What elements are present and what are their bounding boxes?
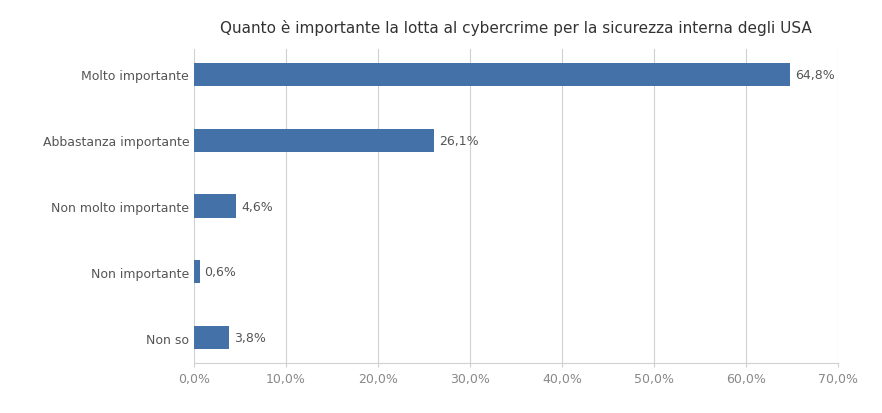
Text: 3,8%: 3,8% bbox=[234, 331, 265, 344]
Bar bbox=[194, 261, 199, 284]
Text: 26,1%: 26,1% bbox=[438, 134, 478, 147]
Text: 0,6%: 0,6% bbox=[204, 266, 236, 279]
Bar bbox=[194, 195, 236, 218]
Text: 64,8%: 64,8% bbox=[795, 69, 834, 82]
Bar bbox=[194, 64, 790, 87]
Bar bbox=[194, 326, 229, 349]
Title: Quanto è importante la lotta al cybercrime per la sicurezza interna degli USA: Quanto è importante la lotta al cybercri… bbox=[220, 20, 811, 36]
Text: 4,6%: 4,6% bbox=[241, 200, 273, 213]
Bar bbox=[194, 129, 434, 152]
